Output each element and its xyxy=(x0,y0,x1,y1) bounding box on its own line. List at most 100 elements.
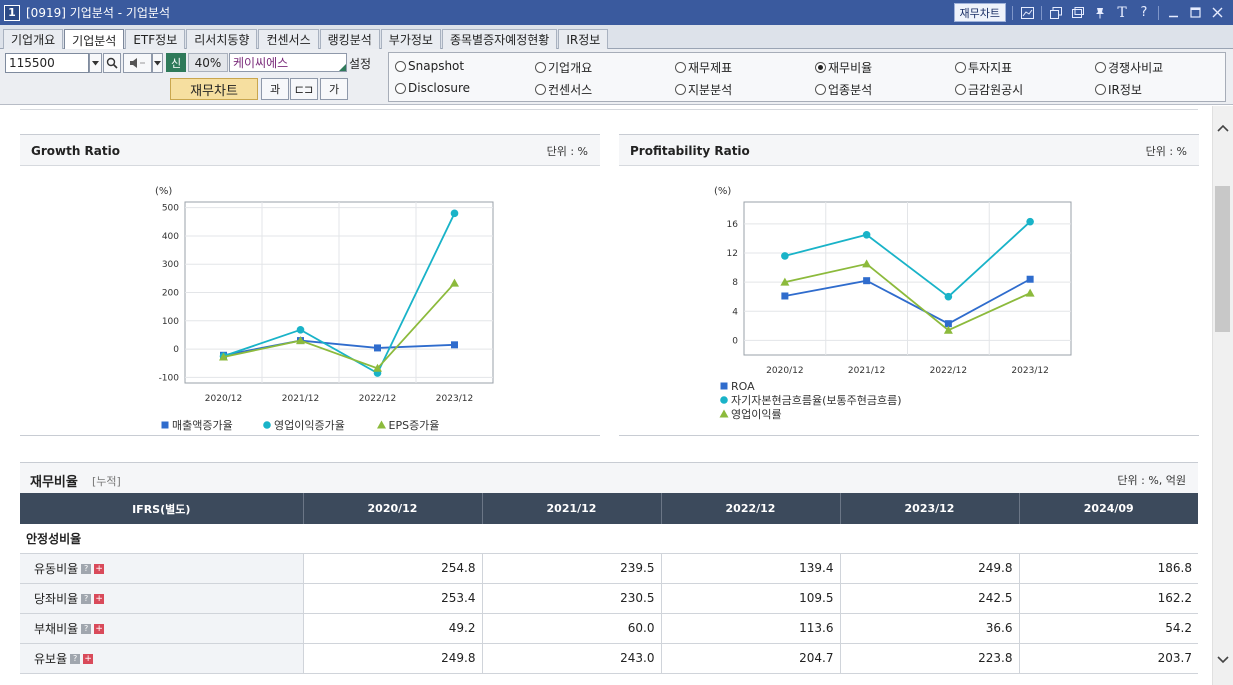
help-icon[interactable]: ? xyxy=(70,654,81,664)
separator xyxy=(1012,5,1013,20)
table-cell: 203.7 xyxy=(1019,643,1198,674)
radio-label: 컨센서스 xyxy=(548,83,593,97)
tool-button-c[interactable]: 가 xyxy=(320,78,348,100)
expand-plus-icon[interactable]: + xyxy=(83,654,94,664)
stock-code-input[interactable]: 115500 xyxy=(5,53,89,73)
tab-capital-increase[interactable]: 종목별증자예정현황 xyxy=(441,29,558,49)
radio-industry-analysis[interactable]: 업종분석 xyxy=(815,81,872,98)
table-cell: 253.4 xyxy=(303,583,483,614)
font-icon[interactable]: T xyxy=(1117,4,1127,21)
tab-etf-info[interactable]: ETF정보 xyxy=(125,29,186,49)
table-cell: 36.6 xyxy=(840,613,1020,644)
data-point xyxy=(781,292,789,300)
radio-disclosure[interactable]: Disclosure xyxy=(395,81,470,95)
help-icon[interactable]: ? xyxy=(81,624,92,634)
radio-dot xyxy=(955,84,966,95)
section-label: 안정성비율 xyxy=(20,524,1198,554)
pin-icon[interactable] xyxy=(1092,5,1108,21)
tool-b-label: ⊏⊐ xyxy=(294,82,314,96)
fin-chart-title-button[interactable]: 재무차트 xyxy=(953,3,1006,22)
row-label-cell: 부채비율? + xyxy=(20,613,304,644)
expand-plus-icon[interactable]: + xyxy=(94,624,105,634)
chevron-down-icon[interactable] xyxy=(1213,650,1233,670)
data-point xyxy=(944,292,953,301)
minimize-icon[interactable] xyxy=(1165,5,1181,21)
maximize-icon[interactable] xyxy=(1187,5,1203,21)
legend-label: 자기자본현금흐름율(보통주현금흐름) xyxy=(731,394,902,407)
table-row: 유동비율? + 254.8 239.5 139.4 249.8 186.8 xyxy=(20,553,1198,584)
code-dropdown-button[interactable] xyxy=(89,53,102,73)
help-icon[interactable]: ? xyxy=(1140,5,1148,20)
setting-button[interactable]: 설정 xyxy=(349,57,372,71)
y-tick-label: 0 xyxy=(173,345,179,355)
data-point xyxy=(1026,217,1034,226)
radio-label: 금감원공시 xyxy=(968,83,1024,97)
window-restore-icon[interactable] xyxy=(1048,5,1064,21)
series-line xyxy=(784,278,1031,325)
tab-company-analysis[interactable]: 기업분석 xyxy=(64,29,125,50)
ratio-table: IFRS(별도) 2020/12 2021/12 2022/12 2023/12… xyxy=(20,493,1198,674)
tab-company-overview[interactable]: 기업개요 xyxy=(3,29,64,49)
sound-dropdown-button[interactable] xyxy=(152,53,163,73)
fin-chart-button[interactable]: 재무차트 xyxy=(170,78,258,100)
chart-header: Profitability Ratio 단위 : % xyxy=(619,135,1199,166)
chevron-down-icon xyxy=(154,60,161,65)
expand-plus-icon[interactable]: + xyxy=(94,564,105,574)
help-icon[interactable]: ? xyxy=(81,564,92,574)
tool-button-a[interactable]: 과 xyxy=(261,78,289,100)
expand-plus-icon[interactable]: + xyxy=(94,594,105,604)
separator xyxy=(1041,5,1042,20)
tab-ranking[interactable]: 랭킹분석 xyxy=(319,29,380,49)
window-title: [0919] 기업분석 - 기업분석 xyxy=(26,6,170,20)
sound-button[interactable] xyxy=(123,53,152,73)
tool-a-label: 과 xyxy=(269,83,281,96)
y-tick-label: 400 xyxy=(162,232,179,242)
x-tick-label: 2021/12 xyxy=(848,366,885,376)
table-cell: 139.4 xyxy=(661,553,841,584)
search-button[interactable] xyxy=(103,53,121,73)
table-cell: 60.0 xyxy=(482,613,662,644)
profitability-ratio-chart: 0 4 8 12 16 (%) 2020/12 2021/12 2022/12 2023/12 RO… xyxy=(714,186,1072,421)
radio-consensus[interactable]: 컨센서스 xyxy=(535,81,592,98)
radio-ir-info[interactable]: IR정보 xyxy=(1095,81,1142,98)
radio-competitor-comparison[interactable]: 경쟁사비교 xyxy=(1095,59,1163,76)
x-tick-label: 2022/12 xyxy=(930,366,967,376)
radio-financial-ratios[interactable]: 재무비율 xyxy=(815,59,872,76)
radio-dot xyxy=(395,60,406,72)
radio-label: 투자지표 xyxy=(968,61,1013,75)
x-tick-label: 2023/12 xyxy=(1011,366,1048,376)
radio-dot xyxy=(675,84,686,95)
data-point xyxy=(1025,288,1035,297)
ratio-header: 재무비율 [누적] 단위 : %, 억원 xyxy=(20,462,1198,493)
radio-fss-disclosure[interactable]: 금감원공시 xyxy=(955,81,1023,98)
row-label: 유보율 xyxy=(34,651,68,666)
scroll-thumb[interactable] xyxy=(1215,186,1230,332)
column-header: 2021/12 xyxy=(482,493,662,524)
company-name-field[interactable]: 케이씨에스 xyxy=(229,53,347,72)
tile-icon[interactable] xyxy=(1070,5,1086,21)
tool-button-b[interactable]: ⊏⊐ xyxy=(290,78,318,100)
tab-extra-info[interactable]: 부가정보 xyxy=(380,29,441,49)
radio-shareholding[interactable]: 지분분석 xyxy=(675,81,732,98)
tab-ir-info[interactable]: IR정보 xyxy=(558,29,609,49)
radio-company-overview[interactable]: 기업개요 xyxy=(535,59,592,76)
close-icon[interactable] xyxy=(1209,5,1225,21)
table-cell: 186.8 xyxy=(1019,553,1198,584)
vertical-scrollbar[interactable] xyxy=(1212,106,1233,685)
column-header: IFRS(별도) xyxy=(20,493,304,524)
tab-consensus[interactable]: 컨센서스 xyxy=(258,29,319,49)
toolbar: 115500 신 40% 케이씨에스 설정 재무차트 과 ⊏⊐ 가 Snapsh… xyxy=(0,49,1233,105)
help-icon[interactable]: ? xyxy=(81,594,92,604)
series-line xyxy=(223,212,456,375)
radio-investment-indicators[interactable]: 투자지표 xyxy=(955,59,1012,76)
chevron-up-icon[interactable] xyxy=(1213,118,1233,138)
y-tick-label: -100 xyxy=(159,373,180,383)
window-number-badge[interactable]: 1 xyxy=(4,4,20,21)
radio-snapshot[interactable]: Snapshot xyxy=(395,59,464,73)
tab-research[interactable]: 리서치동향 xyxy=(186,29,258,49)
data-point xyxy=(374,344,381,352)
legend-marker xyxy=(263,421,271,429)
radio-label: Snapshot xyxy=(408,59,465,73)
radio-financial-statements[interactable]: 재무제표 xyxy=(675,59,732,76)
chart-icon[interactable] xyxy=(1019,5,1035,21)
